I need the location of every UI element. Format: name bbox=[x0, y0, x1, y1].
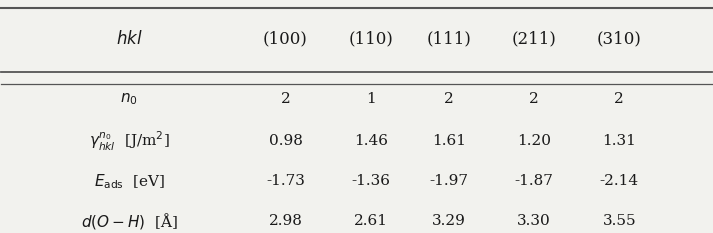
Text: -1.97: -1.97 bbox=[429, 174, 468, 188]
Text: 1: 1 bbox=[366, 92, 376, 106]
Text: (100): (100) bbox=[263, 31, 308, 48]
Text: 2: 2 bbox=[529, 92, 539, 106]
Text: 1.31: 1.31 bbox=[602, 134, 636, 148]
Text: -1.87: -1.87 bbox=[515, 174, 553, 188]
Text: (111): (111) bbox=[426, 31, 471, 48]
Text: -1.36: -1.36 bbox=[352, 174, 390, 188]
Text: 2: 2 bbox=[615, 92, 624, 106]
Text: 2.98: 2.98 bbox=[269, 214, 302, 228]
Text: (310): (310) bbox=[597, 31, 642, 48]
Text: 3.29: 3.29 bbox=[432, 214, 466, 228]
Text: 2: 2 bbox=[281, 92, 290, 106]
Text: $E_{\mathrm{ads}}$  [eV]: $E_{\mathrm{ads}}$ [eV] bbox=[93, 172, 165, 191]
Text: 1.61: 1.61 bbox=[432, 134, 466, 148]
Text: (110): (110) bbox=[348, 31, 393, 48]
Text: 2: 2 bbox=[444, 92, 453, 106]
Text: -2.14: -2.14 bbox=[600, 174, 639, 188]
Text: 1.20: 1.20 bbox=[517, 134, 551, 148]
Text: $\gamma^{n_0}_{hkl}$  [J/m$^2$]: $\gamma^{n_0}_{hkl}$ [J/m$^2$] bbox=[89, 130, 170, 153]
Text: $n_0$: $n_0$ bbox=[120, 91, 138, 107]
Text: 3.55: 3.55 bbox=[602, 214, 636, 228]
Text: (211): (211) bbox=[512, 31, 556, 48]
Text: -1.73: -1.73 bbox=[266, 174, 305, 188]
Text: $hkl$: $hkl$ bbox=[116, 30, 143, 48]
Text: 2.61: 2.61 bbox=[354, 214, 388, 228]
Text: 1.46: 1.46 bbox=[354, 134, 388, 148]
Text: 3.30: 3.30 bbox=[517, 214, 551, 228]
Text: $d(O-H)$  [Å]: $d(O-H)$ [Å] bbox=[81, 211, 178, 231]
Text: 0.98: 0.98 bbox=[269, 134, 302, 148]
